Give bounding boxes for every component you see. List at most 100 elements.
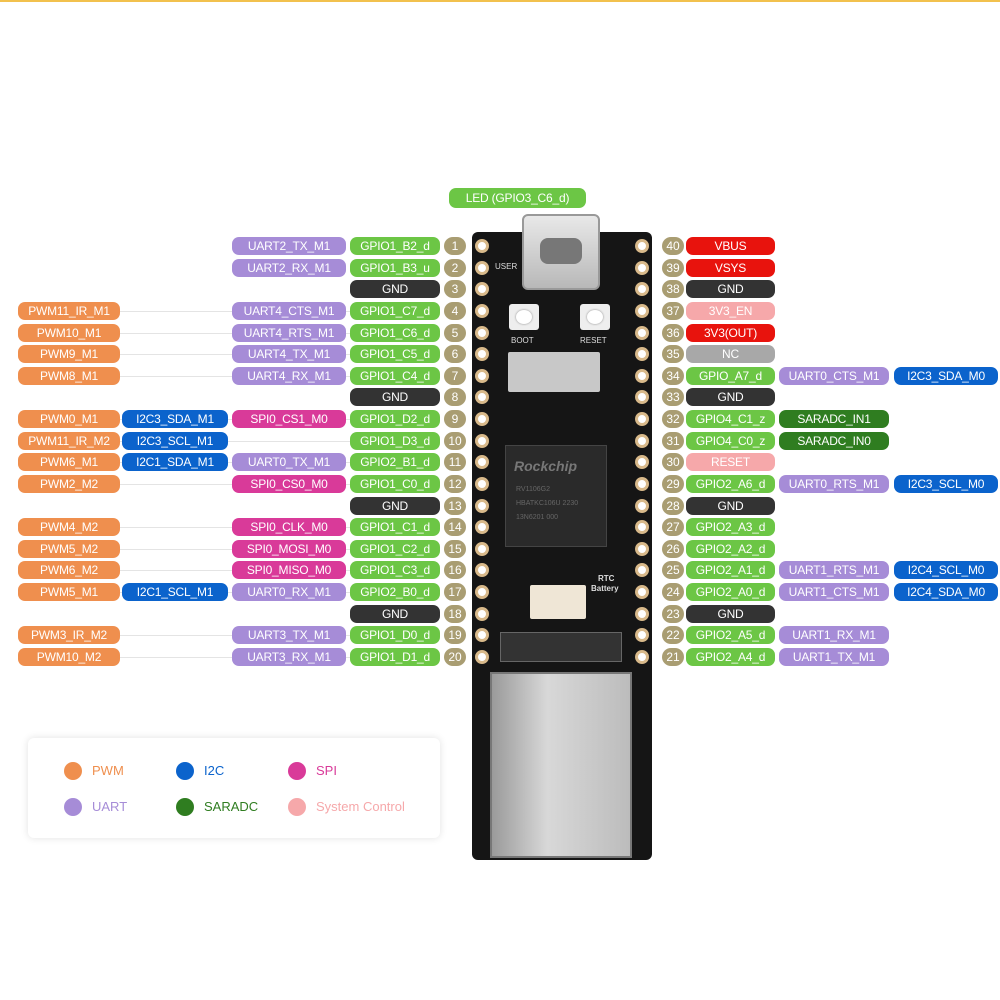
pwm-label: PWM10_M2 — [18, 647, 120, 666]
legend-label: SARADC — [204, 799, 259, 814]
pin-number: 40 — [662, 237, 684, 255]
pin-number: 1 — [444, 237, 466, 255]
function-label: UART1_RX_M1 — [779, 626, 889, 645]
chip-line: 13N6201 000 — [516, 514, 559, 521]
castellated-pad — [635, 303, 649, 318]
pin-number: 24 — [662, 583, 684, 602]
pwm-label: PWM11_IR_M1 — [18, 301, 120, 320]
function-label: UART0_RX_M1 — [232, 583, 346, 602]
castellated-pad — [475, 368, 489, 383]
gpio-label: GND — [350, 604, 440, 623]
pin-number: 8 — [444, 388, 466, 407]
rtc-battery-connector — [530, 585, 586, 619]
gpio-label: GPIO2_A1_d — [686, 561, 775, 580]
function-label: UART4_RTS_M1 — [232, 323, 346, 342]
soc-chip: Rockchip RV1106G2 HBATKC106U 2230 13N620… — [505, 445, 607, 547]
connector-line — [118, 440, 350, 442]
pin-number: 7 — [444, 366, 466, 385]
castellated-pad — [475, 628, 489, 643]
gpio-label: GPIO_A7_d — [686, 366, 775, 385]
user-silk: USER — [495, 262, 518, 271]
pin-number: 39 — [662, 258, 684, 277]
pin-number: 31 — [662, 431, 684, 450]
pwm-label: PWM6_M2 — [18, 561, 120, 580]
castellated-pad — [635, 433, 649, 448]
pin-number: 12 — [444, 474, 466, 493]
pin-number: 22 — [662, 626, 684, 645]
castellated-pad — [475, 541, 489, 556]
chip-line: RV1106G2 — [516, 486, 550, 493]
battery-silk: Battery — [591, 584, 619, 593]
castellated-pad — [475, 347, 489, 362]
pwm-label: PWM2_M2 — [18, 474, 120, 493]
i2c-label: I2C3_SDA_M0 — [894, 366, 998, 385]
ethernet-port — [490, 672, 632, 858]
pin-number: 9 — [444, 410, 466, 429]
castellated-pad — [635, 541, 649, 556]
pwm-label: PWM5_M2 — [18, 539, 120, 558]
pin-number: 11 — [444, 453, 466, 472]
gpio-label: GND — [686, 280, 775, 299]
castellated-pad — [475, 390, 489, 405]
pin-number: 3 — [444, 280, 466, 299]
gpio-label: GPIO1_C7_d — [350, 301, 440, 320]
gpio-label: RESET — [686, 453, 775, 472]
pwm-label: PWM3_IR_M2 — [18, 626, 120, 645]
function-label: UART4_TX_M1 — [232, 345, 346, 364]
gpio-label: GPIO2_A5_d — [686, 626, 775, 645]
gpio-label: GPIO4_C0_z — [686, 431, 775, 450]
castellated-pad — [635, 628, 649, 643]
castellated-pad — [635, 520, 649, 535]
camera-connector — [500, 632, 622, 662]
legend-label: UART — [92, 799, 128, 814]
i2c-label: I2C4_SCL_M0 — [894, 561, 998, 580]
i2c-label: I2C3_SCL_M1 — [122, 431, 228, 450]
castellated-pad — [475, 606, 489, 621]
gpio-label: GPIO2_B0_d — [350, 583, 440, 602]
legend-swatch — [288, 762, 306, 780]
gpio-label: GPIO1_D2_d — [350, 410, 440, 429]
function-label: SARADC_IN1 — [779, 410, 889, 429]
legend-swatch — [64, 798, 82, 816]
castellated-pad — [635, 347, 649, 362]
pin-number: 16 — [444, 561, 466, 580]
legend-swatch — [176, 762, 194, 780]
gpio-label: GPIO4_C1_z — [686, 410, 775, 429]
pwm-label: PWM8_M1 — [18, 366, 120, 385]
castellated-pad — [635, 390, 649, 405]
pwm-label: PWM9_M1 — [18, 345, 120, 364]
pin-number: 34 — [662, 366, 684, 385]
legend-label: I2C — [204, 763, 225, 778]
i2c-label: I2C1_SDA_M1 — [122, 453, 228, 472]
pin-number: 25 — [662, 561, 684, 580]
top-accent-bar — [0, 0, 1000, 2]
pin-number: 21 — [662, 647, 684, 666]
castellated-pad — [475, 260, 489, 275]
gpio-label: GPIO1_C5_d — [350, 345, 440, 364]
pin-number: 4 — [444, 301, 466, 320]
function-label: SPI0_MISO_M0 — [232, 561, 346, 580]
i2c-label: I2C3_SDA_M1 — [122, 410, 228, 429]
chip-line: HBATKC106U 2230 — [516, 500, 579, 507]
pin-number: 19 — [444, 626, 466, 645]
castellated-pad — [475, 585, 489, 600]
pin-number: 27 — [662, 518, 684, 537]
castellated-pad — [475, 282, 489, 297]
gpio-label: GND — [350, 388, 440, 407]
pin-number: 20 — [444, 647, 466, 666]
pin-number: 14 — [444, 518, 466, 537]
gpio-label: GPIO1_C0_d — [350, 474, 440, 493]
gpio-label: GPIO1_B3_u — [350, 258, 440, 277]
gpio-label: GND — [686, 388, 775, 407]
pin-number: 37 — [662, 301, 684, 320]
function-label: UART1_TX_M1 — [779, 647, 889, 666]
castellated-pad — [635, 368, 649, 383]
legend-swatch — [64, 762, 82, 780]
gpio-label: GND — [350, 280, 440, 299]
gpio-label: GPIO2_B1_d — [350, 453, 440, 472]
function-label: UART0_RTS_M1 — [779, 474, 889, 493]
function-label: UART3_RX_M1 — [232, 647, 346, 666]
gpio-label: GPIO1_C4_d — [350, 366, 440, 385]
gpio-label: GPIO1_D3_d — [350, 431, 440, 450]
usb-c-slot — [540, 238, 582, 264]
